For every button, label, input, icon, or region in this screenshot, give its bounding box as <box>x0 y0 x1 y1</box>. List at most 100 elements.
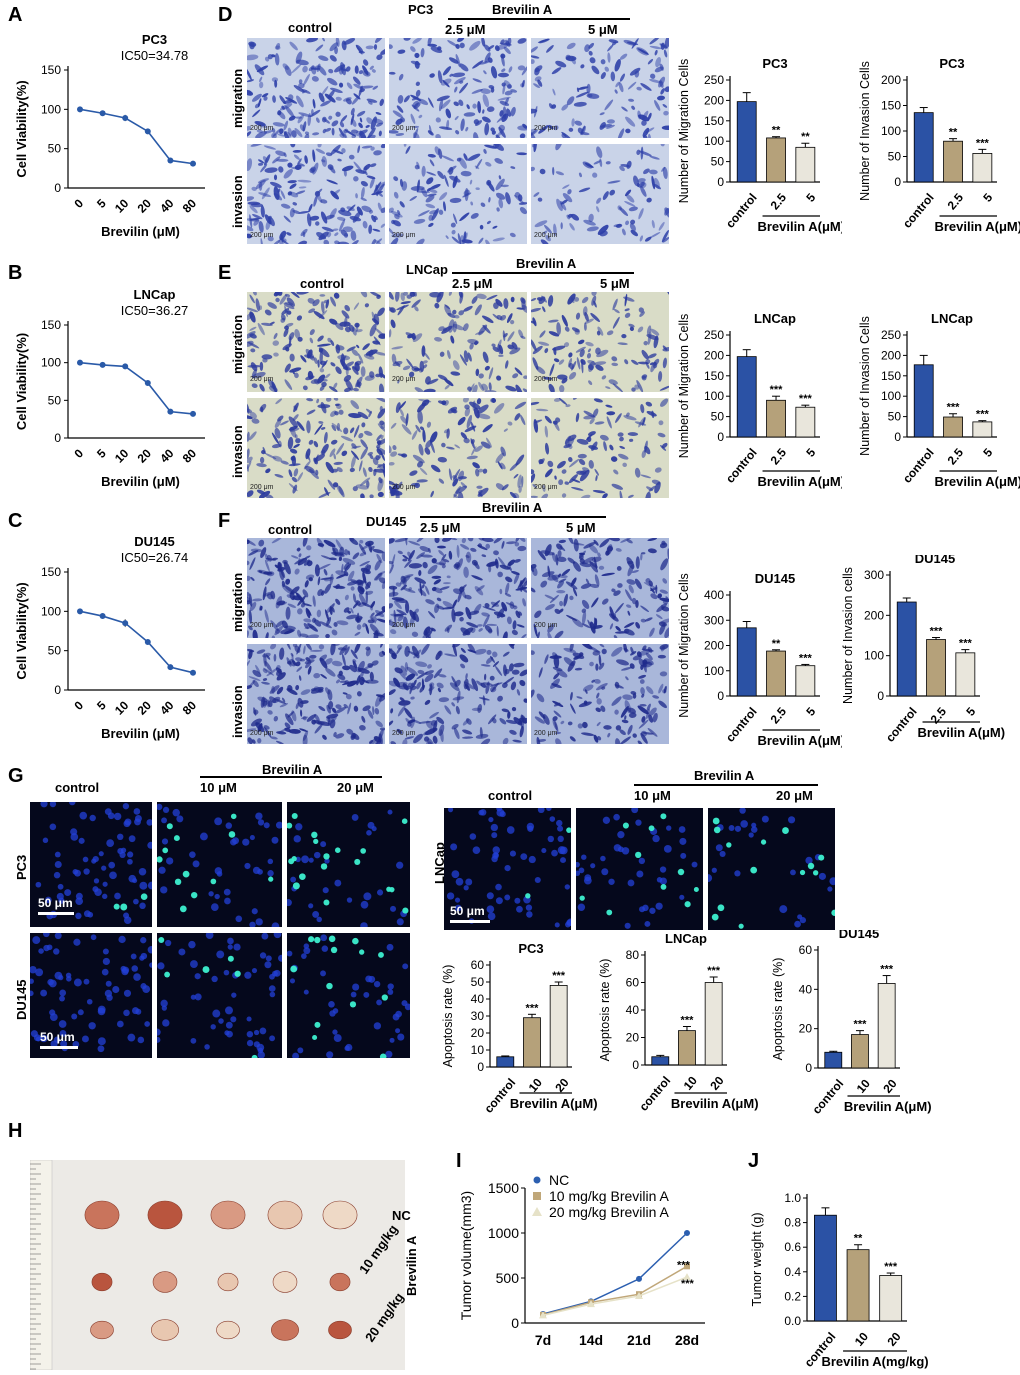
x-tick-label: 20 <box>707 1073 727 1092</box>
significance-label: *** <box>681 1015 695 1027</box>
x-tick-label: 20 <box>552 1075 572 1094</box>
data-point <box>167 408 174 415</box>
x-group-label: Brevilin A(μM) <box>757 733 842 748</box>
g-du145-20-image <box>287 933 410 1058</box>
cell-texture <box>389 644 527 744</box>
bar <box>678 1030 696 1066</box>
scale-label: 200 μm <box>534 730 558 737</box>
x-tick-label: 7d <box>535 1332 551 1348</box>
x-tick-label: 20 <box>135 196 155 216</box>
y-tick-label: 500 <box>496 1270 520 1286</box>
g-header-control-left: control <box>55 780 100 795</box>
d-header-2-5: 2.5 μM <box>445 22 486 37</box>
y-tick-label: 50 <box>888 150 902 164</box>
y-axis-label: Cell Viability(%) <box>14 333 29 430</box>
panel-label-g: G <box>8 765 24 787</box>
data-point <box>684 1263 690 1270</box>
data-point <box>77 608 83 615</box>
bar <box>913 364 934 438</box>
d-header-control: control <box>288 20 333 35</box>
chart-title: LNCap <box>754 311 796 326</box>
x-tick-label: 5 <box>803 445 818 459</box>
bar <box>736 356 757 438</box>
x-tick-label: 80 <box>180 196 200 216</box>
nuclei-texture <box>576 808 699 929</box>
lncap-invasion-bar-chart: LNCap 0 50 100 150 200 250 control *** 2.5 *** 5 Bre… <box>858 311 1020 489</box>
x-tick-label: 5 <box>803 190 818 204</box>
y-tick-label: 200 <box>704 348 724 362</box>
scale-label: 200 μm <box>250 376 274 383</box>
y-tick-label: 0.8 <box>784 1216 801 1230</box>
y-tick-label: 50 <box>471 975 485 989</box>
y-axis-label: Number of Invasion Cells <box>858 61 872 201</box>
y-tick-label: 1000 <box>488 1225 519 1241</box>
bar <box>651 1056 670 1066</box>
y-tick-label: 10 <box>471 1043 485 1057</box>
g-pc3-20-image <box>287 802 410 927</box>
scale-label: 200 μm <box>392 730 416 737</box>
h-label-nc: NC <box>392 1208 411 1223</box>
scale-label: 200 μm <box>392 484 416 491</box>
y-tick-label: 250 <box>704 73 724 87</box>
significance-label: *** <box>799 393 813 405</box>
scale-label: 200 μm <box>250 730 274 737</box>
x-tick-label: 10 <box>852 1329 872 1348</box>
y-tick-label: 0 <box>717 689 724 703</box>
g-lncap-control-image <box>444 808 571 930</box>
nuclei-texture <box>157 933 282 1058</box>
legend-marker <box>533 1176 541 1184</box>
tumor-specimen <box>216 1320 240 1340</box>
tumor-specimen <box>90 1320 114 1340</box>
legend-label: 20 mg/kg Brevilin A <box>549 1204 669 1220</box>
g-treatment-line-left <box>200 776 382 778</box>
e-image-invasion-control <box>247 398 385 498</box>
f-image-migration-5 <box>531 538 669 638</box>
y-tick-label: 0.6 <box>784 1240 801 1254</box>
panel-label-i: I <box>456 1150 462 1172</box>
e-treatment-line <box>452 272 634 274</box>
f-treatment-label: Brevilin A <box>482 500 543 515</box>
significance-label: *** <box>947 402 961 414</box>
e-cell-line: LNCap <box>406 262 448 277</box>
chart-title: DU145 <box>915 555 955 566</box>
chart-title: DU145 <box>134 534 174 549</box>
chart-title: DU145 <box>755 571 795 586</box>
significance-label: *** <box>930 626 944 638</box>
g-scale-label: 50 μm <box>450 904 485 918</box>
x-tick-label: 10 <box>526 1075 546 1094</box>
x-tick-label: 5 <box>94 698 109 713</box>
scale-label: 200 μm <box>392 376 416 383</box>
scale-label: 200 μm <box>392 232 416 239</box>
bar <box>766 399 786 438</box>
series-line <box>542 1276 688 1317</box>
x-tick-label: 0 <box>71 196 86 211</box>
y-tick-label: 150 <box>41 565 61 579</box>
y-tick-label: 250 <box>704 328 724 342</box>
y-tick-label: 0 <box>877 689 884 703</box>
e-image-invasion-2-5 <box>389 398 527 498</box>
y-tick-label: 0.4 <box>784 1265 801 1279</box>
du145-apoptosis-bar-chart: DU145 0 20 40 60 control *** 10 *** 20 Brevilin A(… <box>771 930 932 1117</box>
y-tick-label: 0 <box>632 1058 639 1072</box>
cell-texture <box>531 398 669 498</box>
x-tick-label: 5 <box>94 196 109 211</box>
g-du145-10-image <box>157 933 282 1058</box>
chart-title: PC3 <box>518 941 543 956</box>
scale-label: 200 μm <box>250 484 274 491</box>
tumor-specimen <box>217 1272 239 1292</box>
x-tick-label: 2.5 <box>928 704 950 726</box>
f-image-migration-control <box>247 538 385 638</box>
y-tick-label: 20 <box>626 1031 640 1045</box>
g-header-control-right: control <box>488 788 533 803</box>
x-tick-label: 20 <box>135 698 155 718</box>
g-scale-bar <box>450 920 490 923</box>
significance-label: *** <box>976 409 990 421</box>
x-tick-label: control <box>809 1077 846 1117</box>
e-header-2-5: 2.5 μM <box>452 276 493 291</box>
bar <box>736 627 757 697</box>
x-group-label: Brevilin A(μM) <box>757 474 842 489</box>
legend-label: NC <box>549 1172 569 1188</box>
scale-label: 200 μm <box>392 125 416 132</box>
g-lncap-10-image <box>576 808 703 930</box>
